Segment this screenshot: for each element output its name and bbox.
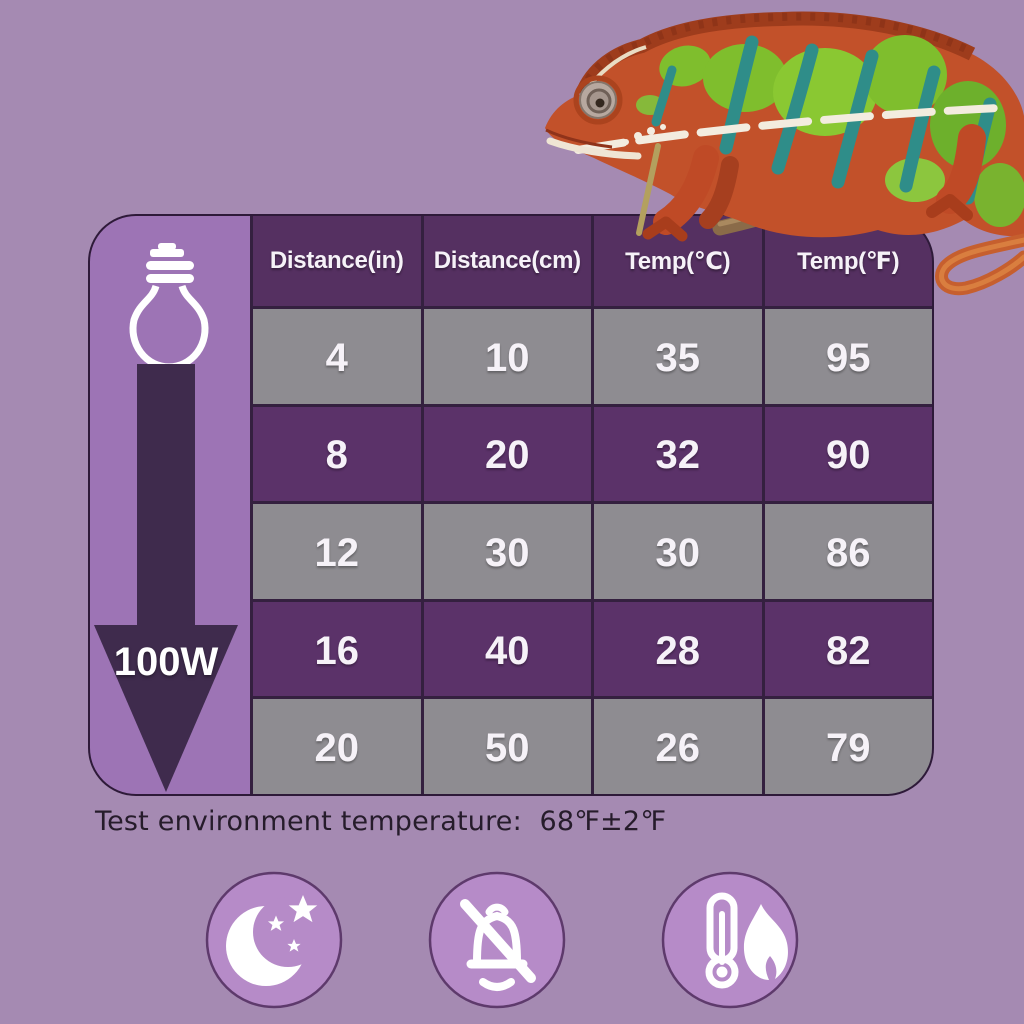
header-temp-f: Temp(℉) — [764, 216, 932, 306]
wattage-label: 100W — [113, 640, 219, 684]
casque-edge — [582, 45, 647, 95]
bulb-and-arrow-graphic — [94, 243, 238, 792]
table-cell: 32 — [594, 406, 762, 502]
table-cell: 12 — [253, 504, 421, 599]
table-cell: 16 — [253, 601, 421, 697]
chameleon-tail — [935, 233, 1024, 296]
mouth — [545, 128, 613, 149]
light-bulb-icon — [146, 243, 194, 283]
table-cell: 50 — [423, 699, 591, 794]
table-cell: 95 — [764, 309, 932, 404]
header-distance-in: Distance(in) — [253, 216, 421, 306]
chameleon-eye — [573, 75, 623, 125]
down-arrow-icon — [94, 364, 238, 792]
table-cell: 10 — [423, 309, 591, 404]
table-cell: 26 — [594, 699, 762, 794]
teal-stripes — [651, 35, 997, 205]
header-temp-c: Temp(℃) — [594, 216, 762, 306]
test-environment-note: Test environment temperature: 68℉±2℉ — [95, 806, 667, 837]
table-cell: 90 — [764, 406, 932, 502]
table-cell: 86 — [764, 504, 932, 599]
chameleon-body — [545, 18, 1024, 238]
lamp-panel: 100W — [90, 216, 250, 794]
bell-slash-icon — [428, 871, 566, 1009]
table-cell: 35 — [594, 309, 762, 404]
green-patches — [636, 35, 1024, 227]
lip-stripe — [546, 137, 642, 160]
table-cell: 28 — [594, 601, 762, 697]
thermometer-flame-icon — [661, 871, 799, 1009]
table-cell: 30 — [423, 504, 591, 599]
table-cell: 79 — [764, 699, 932, 794]
moon-stars-icon — [205, 871, 343, 1009]
branch — [712, 120, 1024, 236]
table-cell: 30 — [594, 504, 762, 599]
temperature-grid: Distance(in) Distance(cm) Temp(℃) Temp(℉… — [250, 216, 932, 794]
bulb-outline — [129, 284, 209, 371]
table-cell: 82 — [764, 601, 932, 697]
table-cell: 40 — [423, 601, 591, 697]
table-cell: 4 — [253, 309, 421, 404]
temperature-table-card: 100W Distance(in) Distance(cm) Temp(℃) T… — [88, 214, 934, 796]
header-distance-cm: Distance(cm) — [423, 216, 591, 306]
table-cell: 20 — [423, 406, 591, 502]
table-cell: 20 — [253, 699, 421, 794]
table-cell: 8 — [253, 406, 421, 502]
lateral-stripe — [574, 104, 1002, 154]
